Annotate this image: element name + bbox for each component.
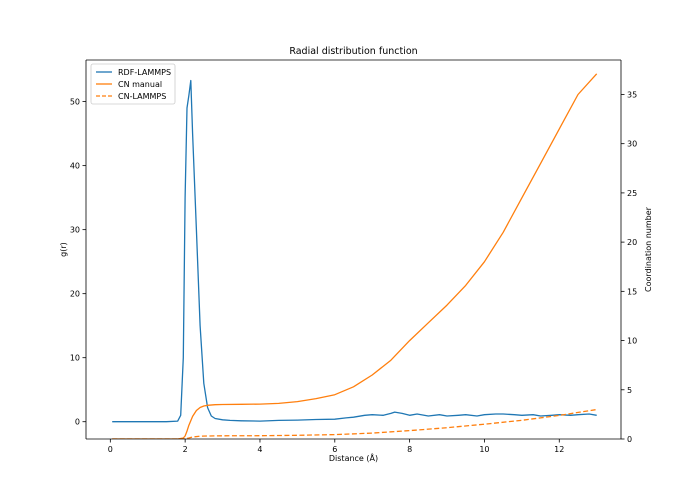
y2-tick-label: 20 [627,238,637,247]
y-tick-label: 40 [70,162,80,171]
x-axis-label: Distance (Å) [329,452,378,463]
x-tick-label: 10 [479,445,489,454]
y-tick-label: 30 [70,226,80,235]
chart-title: Radial distribution function [289,46,417,57]
x-tick-label: 6 [332,445,337,454]
x-tick-label: 8 [407,445,412,454]
x-tick-label: 12 [554,445,564,454]
y2-tick-label: 30 [627,140,637,149]
y-tick-label: 50 [70,98,80,107]
y-tick-label: 10 [70,354,80,363]
y-axis-label: g(r) [59,242,68,257]
y-tick-label: 20 [70,290,80,299]
y2-axis-label: Coordination number [644,206,653,292]
y2-tick-label: 25 [627,189,637,198]
legend-label: CN manual [118,80,162,89]
legend-box [90,63,176,105]
y2-tick-label: 35 [627,90,637,99]
y2-tick-label: 5 [627,386,632,395]
x-tick-label: 2 [183,445,188,454]
y-tick-label: 0 [75,418,80,427]
plot-area: 0 2 4 6 8 10 12 0 10 20 30 40 50 0 5 10 15 20 25 30 35 [70,59,637,454]
y2-tick-label: 0 [627,435,632,444]
legend: RDF-LAMMPS CN manual CN-LAMMPS [90,63,176,105]
series-line-cn-manual [112,73,598,439]
series-line-rdf-lammps [112,79,597,423]
legend-label: CN-LAMMPS [118,92,166,101]
x-tick-label: 4 [257,445,262,454]
y2-tick-label: 15 [627,287,637,296]
legend-label: RDF-LAMMPS [118,68,171,77]
x-tick-label: 0 [108,445,113,454]
y2-tick-label: 10 [627,337,637,346]
